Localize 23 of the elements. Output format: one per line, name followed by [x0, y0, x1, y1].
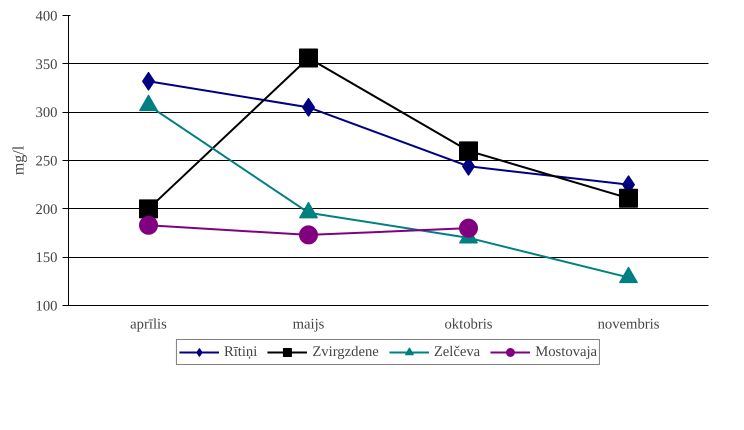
legend-label: Mostovaja: [535, 344, 598, 360]
point: [139, 216, 158, 235]
y-tick-label: 100: [36, 298, 58, 314]
x-tick-label: oktobris: [444, 316, 493, 332]
y-tick-label: 250: [36, 154, 58, 170]
y-axis-title: mg/l: [10, 145, 28, 176]
y-tick-label: 150: [36, 250, 58, 266]
point: [299, 225, 318, 244]
x-tick-label: maijs: [292, 316, 325, 332]
y-tick-label: 350: [36, 56, 58, 73]
point: [139, 199, 158, 218]
point: [619, 188, 638, 208]
x-tick-label: novembris: [598, 316, 660, 332]
y-tick-label: 300: [36, 105, 58, 122]
x-tick-label: aprīlis: [130, 316, 168, 332]
y-tick-label: 400: [36, 8, 58, 24]
legend-label: Zvirgzdene: [312, 344, 379, 360]
legend-label: Zelčeva: [434, 344, 480, 360]
legend-label: Rītiņi: [224, 344, 258, 360]
y-tick-label: 200: [36, 202, 58, 218]
point: [299, 48, 318, 68]
point: [459, 218, 478, 238]
point: [459, 141, 478, 160]
